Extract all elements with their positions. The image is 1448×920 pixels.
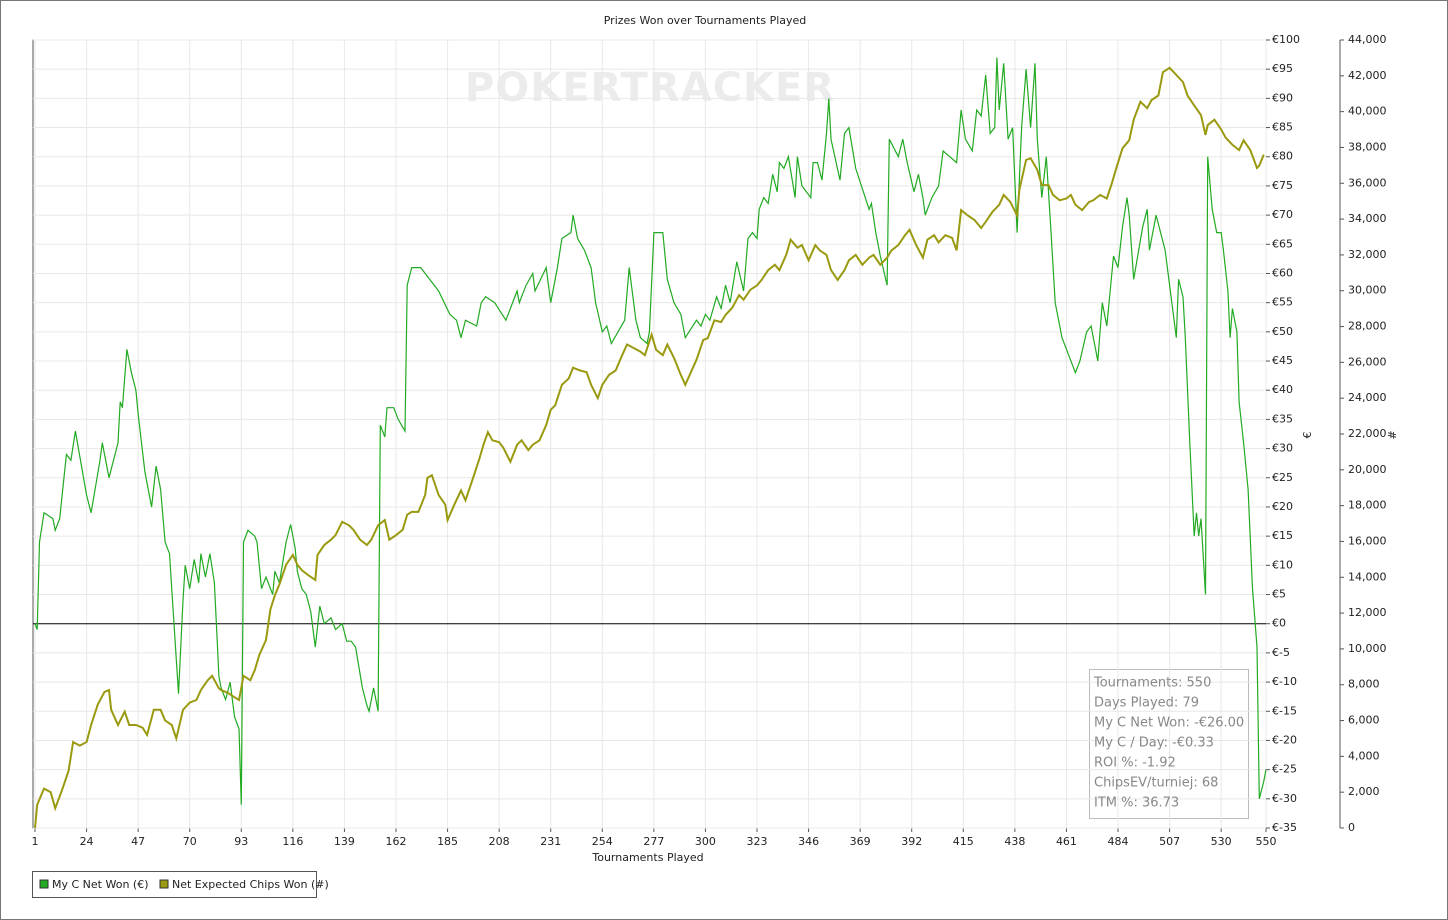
- series-line: [34, 57, 1267, 805]
- legend-label: My C Net Won (€): [52, 878, 149, 891]
- x-tick-label: 507: [1159, 835, 1180, 848]
- y2-tick-label: 2,000: [1348, 785, 1380, 798]
- y2-tick-label: 20,000: [1348, 463, 1387, 476]
- y2-tick-label: 44,000: [1348, 33, 1387, 46]
- x-tick-label: 461: [1056, 835, 1077, 848]
- y-tick-label: €-30: [1272, 792, 1297, 805]
- y2-tick-label: 22,000: [1348, 427, 1387, 440]
- x-tick-label: 346: [798, 835, 819, 848]
- x-tick-label: 70: [183, 835, 197, 848]
- y2-tick-label: 32,000: [1348, 248, 1387, 261]
- x-tick-label: 116: [282, 835, 303, 848]
- y-tick-label: €70: [1272, 208, 1293, 221]
- y-tick-label: €55: [1272, 296, 1293, 309]
- y2-tick-label: 38,000: [1348, 140, 1387, 153]
- x-tick-label: 438: [1004, 835, 1025, 848]
- stat-line: ITM %: 36.73: [1094, 796, 1179, 811]
- y-tick-label: €0: [1272, 617, 1286, 630]
- legend-swatch: [159, 879, 169, 889]
- x-tick-label: 550: [1256, 835, 1277, 848]
- y2-tick-label: 0: [1348, 821, 1355, 834]
- y-tick-label: €45: [1272, 354, 1293, 367]
- y-tick-label: €100: [1272, 33, 1300, 46]
- y-tick-label: €20: [1272, 500, 1293, 513]
- watermark: POKERTRACKER: [465, 65, 835, 111]
- y2-tick-label: 16,000: [1348, 534, 1387, 547]
- x-axis-title: Tournaments Played: [591, 851, 703, 864]
- stat-line: My C Net Won: -€26.00: [1094, 716, 1244, 731]
- y2-axis-title: #: [1386, 430, 1399, 439]
- y2-tick-label: 4,000: [1348, 749, 1380, 762]
- y2-tick-label: 10,000: [1348, 642, 1387, 655]
- stat-line: ROI %: -1.92: [1094, 756, 1176, 771]
- y-tick-label: €-20: [1272, 733, 1297, 746]
- y-tick-label: €30: [1272, 442, 1293, 455]
- y2-tick-label: 12,000: [1348, 606, 1387, 619]
- y2-tick-label: 8,000: [1348, 678, 1380, 691]
- stats-box: [1089, 669, 1249, 819]
- stat-line: Tournaments: 550: [1093, 676, 1211, 691]
- y-tick-label: €15: [1272, 529, 1293, 542]
- x-tick-label: 392: [901, 835, 922, 848]
- x-tick-label: 484: [1108, 835, 1129, 848]
- y2-tick-label: 6,000: [1348, 714, 1380, 727]
- x-tick-label: 93: [234, 835, 248, 848]
- y-tick-label: €85: [1272, 121, 1293, 134]
- y-tick-label: €80: [1272, 150, 1293, 163]
- y-tick-label: €95: [1272, 62, 1293, 75]
- y-tick-label: €65: [1272, 237, 1293, 250]
- y-tick-label: €-25: [1272, 763, 1297, 776]
- y-tick-label: €-15: [1272, 704, 1297, 717]
- stat-line: Days Played: 79: [1094, 696, 1199, 711]
- x-tick-label: 254: [592, 835, 613, 848]
- y-tick-label: €10: [1272, 558, 1293, 571]
- y-tick-label: €5: [1272, 588, 1286, 601]
- x-tick-label: 139: [334, 835, 355, 848]
- y2-tick-label: 36,000: [1348, 176, 1387, 189]
- y-axis-title: €: [1301, 432, 1314, 439]
- x-tick-label: 323: [747, 835, 768, 848]
- y-tick-label: €25: [1272, 471, 1293, 484]
- y-tick-label: €-10: [1272, 675, 1297, 688]
- y-tick-label: €60: [1272, 266, 1293, 279]
- x-tick-label: 369: [850, 835, 871, 848]
- y-tick-label: €40: [1272, 383, 1293, 396]
- x-tick-label: 47: [131, 835, 145, 848]
- x-tick-label: 300: [695, 835, 716, 848]
- x-tick-label: 530: [1211, 835, 1232, 848]
- y2-tick-label: 40,000: [1348, 105, 1387, 118]
- x-tick-label: 24: [80, 835, 94, 848]
- y2-tick-label: 30,000: [1348, 284, 1387, 297]
- chart-title: Prizes Won over Tournaments Played: [604, 14, 807, 27]
- stat-line: My C / Day: -€0.33: [1094, 736, 1214, 751]
- x-tick-label: 162: [386, 835, 407, 848]
- y2-tick-label: 34,000: [1348, 212, 1387, 225]
- y2-tick-label: 18,000: [1348, 499, 1387, 512]
- x-tick-label: 208: [489, 835, 510, 848]
- y2-tick-label: 42,000: [1348, 69, 1387, 82]
- x-tick-label: 1: [32, 835, 39, 848]
- y2-tick-label: 24,000: [1348, 391, 1387, 404]
- legend-box: [32, 871, 317, 898]
- x-tick-label: 185: [437, 835, 458, 848]
- x-tick-label: 231: [540, 835, 561, 848]
- x-tick-label: 415: [953, 835, 974, 848]
- plot-area: [32, 39, 1267, 829]
- series-line: [34, 66, 1265, 829]
- y-tick-label: €90: [1272, 91, 1293, 104]
- y2-tick-label: 28,000: [1348, 320, 1387, 333]
- y2-tick-label: 26,000: [1348, 355, 1387, 368]
- x-tick-label: 277: [643, 835, 664, 848]
- y-tick-label: €35: [1272, 412, 1293, 425]
- y-tick-label: €50: [1272, 325, 1293, 338]
- legend-swatch: [39, 879, 49, 889]
- legend-label: Net Expected Chips Won (#): [172, 878, 329, 891]
- y-tick-label: €-5: [1272, 646, 1290, 659]
- stat-line: ChipsEV/turniej: 68: [1094, 776, 1218, 791]
- y2-tick-label: 14,000: [1348, 570, 1387, 583]
- y-tick-label: €75: [1272, 179, 1293, 192]
- y-tick-label: €-35: [1272, 821, 1297, 834]
